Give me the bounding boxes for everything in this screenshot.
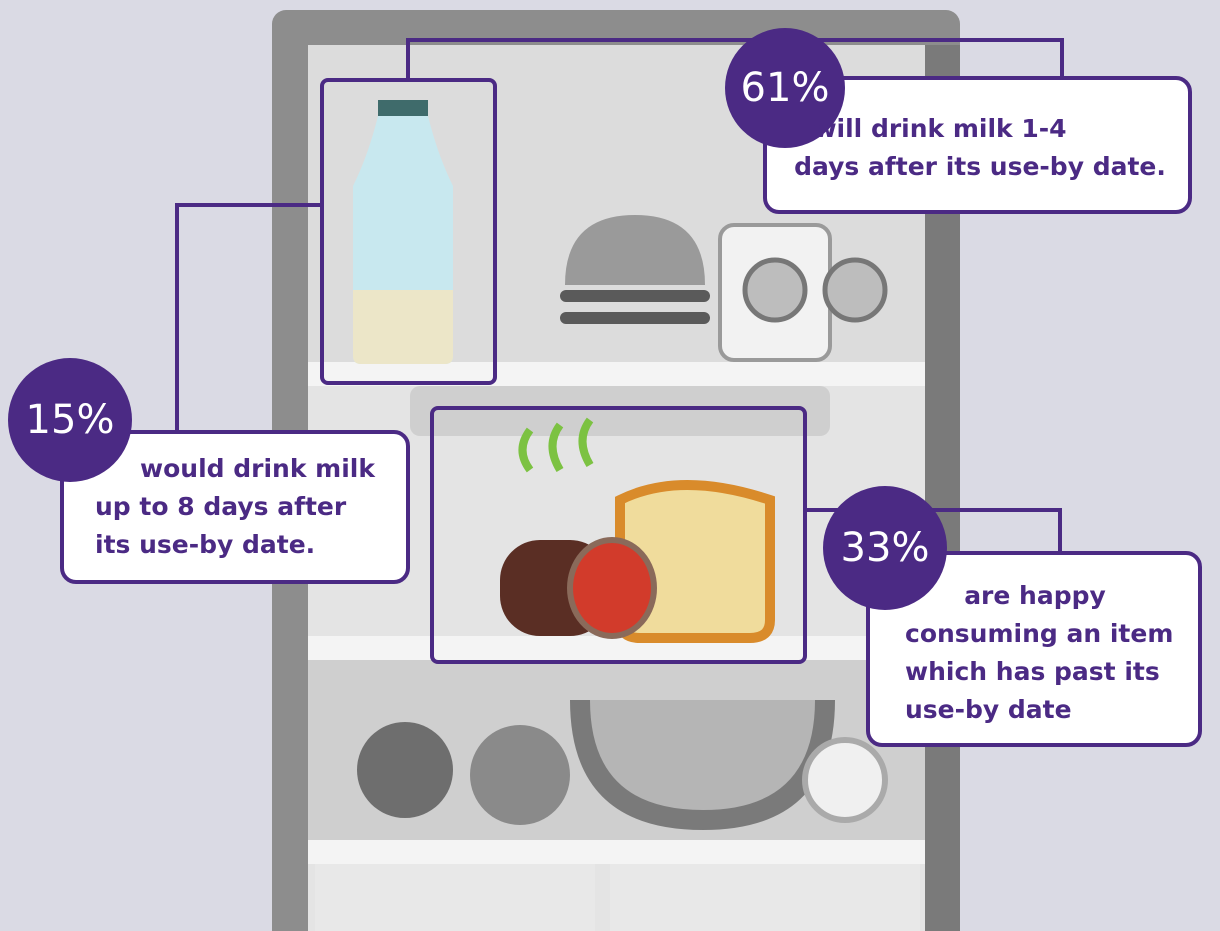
callout-text: up to 8 days after	[95, 492, 347, 521]
percent-badge	[8, 358, 132, 482]
callout-text: which has past its	[905, 657, 1160, 686]
percent: 61%	[741, 65, 830, 111]
callout-box	[60, 430, 410, 584]
percent-badge	[725, 28, 845, 148]
callout-text: consuming an item	[905, 619, 1173, 648]
callout-text: use-by date	[905, 695, 1072, 724]
callout-text: its use-by date.	[95, 530, 315, 559]
callout-box	[763, 76, 1192, 214]
connectors	[175, 38, 1064, 664]
callout-text: would drink milk	[140, 454, 376, 483]
percent: 15%	[26, 397, 115, 443]
food-illustrations	[353, 100, 888, 830]
callout-text: will drink milk 1-4	[813, 114, 1066, 143]
percent-badge	[823, 486, 947, 610]
callout-text: days after its use-by date.	[794, 152, 1166, 181]
callout-box	[866, 551, 1202, 747]
percent: 33%	[841, 525, 930, 571]
callout-text: are happy	[964, 581, 1106, 610]
